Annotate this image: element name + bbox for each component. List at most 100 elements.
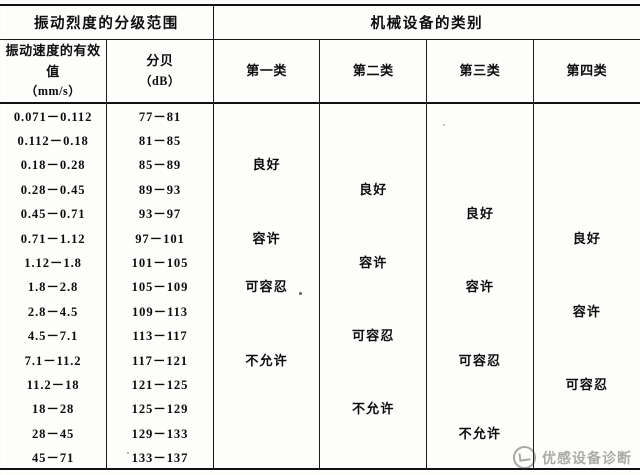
col-header-db-label: 分贝 <box>146 53 174 69</box>
table-body: 0.071－0.112 77－81 0.112－0.18 81－85 0.18－0.28… <box>0 101 640 470</box>
cell-class-4 <box>532 346 640 372</box>
table-row: 28－45 129－133 不允许 <box>0 420 640 445</box>
table-row: 7.1－11.2 117－121 不允许 可容忍 <box>0 346 640 372</box>
cell-class-4: 容许 <box>532 298 640 323</box>
cell-db: 101－105 <box>106 249 214 274</box>
cell-class-1 <box>212 444 320 470</box>
table-row: 1.12－1.8 101－105 容许 <box>0 249 640 274</box>
table-row: 4.5－7.1 113－117 可容忍 <box>0 322 640 347</box>
cell-db: 113－117 <box>106 322 214 347</box>
cell-class-3 <box>426 151 534 177</box>
cell-db: 109－113 <box>106 298 214 323</box>
cell-db: 129－133 <box>106 420 214 445</box>
cell-class-1 <box>212 127 320 152</box>
table-row: 11.2－18 121－125 可容忍 <box>0 371 640 396</box>
cell-class-3 <box>426 395 534 421</box>
cell-class-2 <box>319 273 427 299</box>
cell-class-4 <box>532 127 640 152</box>
cell-class-2 <box>319 127 427 152</box>
cell-class-3 <box>426 127 534 152</box>
table-row: 0.071－0.112 77－81 <box>0 101 640 128</box>
header-group-machine-class: 机械设备的类别 <box>212 4 640 40</box>
cell-db: 85－89 <box>106 151 214 177</box>
scan-speck <box>443 124 445 126</box>
cell-class-2 <box>319 346 427 372</box>
cell-class-1 <box>212 298 320 323</box>
cell-velocity: 7.1－11.2 <box>24 353 82 368</box>
cell-class-3 <box>426 298 534 323</box>
cell-class-2 <box>319 444 427 470</box>
cell-class-4 <box>532 249 640 274</box>
table-row: 0.71－1.12 97－101 容许 良好 <box>0 224 640 250</box>
cell-velocity: 1.8－2.8 <box>27 280 79 295</box>
cell-class-1 <box>212 176 320 201</box>
col-header-velocity-unit: （mm/s） <box>25 83 81 98</box>
cell-velocity: 1.12－1.8 <box>24 256 82 271</box>
cell-class-3 <box>426 224 534 250</box>
table-row: 0.45－0.71 93－97 良好 <box>0 200 640 225</box>
col-header-db-unit: （dB） <box>139 73 181 88</box>
cell-class-4: 良好 <box>532 224 640 250</box>
cell-class-3 <box>426 176 534 201</box>
cell-class-2 <box>319 420 427 445</box>
cell-velocity: 45－71 <box>0 444 107 470</box>
table-header: 振动烈度的分级范围 机械设备的类别 振动速度的有效值 （mm/s） 分贝 （dB… <box>0 4 640 103</box>
cell-class-3: 不允许 <box>426 420 534 445</box>
cell-class-3: 容许 <box>426 273 534 299</box>
cell-class-4 <box>532 176 640 201</box>
header-group-row: 振动烈度的分级范围 机械设备的类别 <box>0 4 640 40</box>
cell-class-4: 可容忍 <box>532 371 640 396</box>
cell-class-2 <box>319 224 427 250</box>
cell-class-1 <box>212 371 320 396</box>
col-header-class-3: 第三类 <box>426 39 534 103</box>
cell-velocity: 0.071－0.112 <box>0 101 107 128</box>
cell-class-1: 不允许 <box>212 346 320 372</box>
cell-class-2 <box>319 371 427 396</box>
table-row: 18－28 125－129 不允许 <box>0 395 640 421</box>
cell-class-1: 良好 <box>212 151 320 177</box>
vibration-severity-table: 振动烈度的分级范围 机械设备的类别 振动速度的有效值 （mm/s） 分贝 （dB… <box>0 4 640 470</box>
col-header-db: 分贝 （dB） <box>106 39 214 103</box>
cell-class-2 <box>319 151 427 177</box>
cell-db: 97－101 <box>106 224 214 250</box>
cell-db: 121－125 <box>106 371 214 396</box>
cell-velocity: 2.8－4.5 <box>27 304 79 319</box>
scan-speck <box>299 292 302 295</box>
cell-class-3 <box>426 371 534 396</box>
col-header-velocity-label: 振动速度的有效值 <box>5 43 101 79</box>
cell-db: 125－129 <box>106 395 214 421</box>
cell-db: 93－97 <box>106 200 214 225</box>
cell-class-3: 可容忍 <box>426 346 534 372</box>
cell-class-1: 可容忍 <box>212 273 320 299</box>
header-group-vibration-severity: 振动烈度的分级范围 <box>0 4 214 40</box>
cell-velocity: 0.18－0.28 <box>20 158 86 173</box>
cell-class-2: 不允许 <box>319 395 427 421</box>
cell-class-1 <box>212 200 320 225</box>
table-row: 1.8－2.8 105－109 可容忍 容许 <box>0 273 640 299</box>
cell-db: 81－85 <box>106 127 214 152</box>
cell-class-3 <box>426 322 534 347</box>
table-row: 0.28－0.45 89－93 良好 <box>0 176 640 201</box>
col-header-class-2: 第二类 <box>319 39 427 103</box>
cell-class-1 <box>212 101 320 128</box>
table-row: 2.8－4.5 109－113 容许 <box>0 298 640 323</box>
cell-db: 117－121 <box>106 346 214 372</box>
cell-db: 89－93 <box>106 176 214 201</box>
header-label-row: 振动速度的有效值 （mm/s） 分贝 （dB） 第一类 第二类 第三类 第四类 <box>0 39 640 103</box>
col-header-class-1: 第一类 <box>212 39 320 103</box>
cell-class-2: 容许 <box>319 249 427 274</box>
cell-velocity: 0.45－0.71 <box>20 207 86 222</box>
scan-speck <box>127 452 129 454</box>
cell-class-2: 可容忍 <box>319 322 427 347</box>
cell-velocity: 18－28 <box>31 402 75 417</box>
cell-db: 77－81 <box>106 101 214 128</box>
cell-class-1 <box>212 249 320 274</box>
cell-class-4 <box>532 395 640 421</box>
cell-class-3 <box>426 101 534 128</box>
cell-class-1 <box>212 420 320 445</box>
cell-class-4 <box>532 101 640 128</box>
cell-class-3 <box>426 444 534 470</box>
cell-class-4 <box>532 444 640 470</box>
cell-velocity: 0.112－0.18 <box>17 134 89 149</box>
